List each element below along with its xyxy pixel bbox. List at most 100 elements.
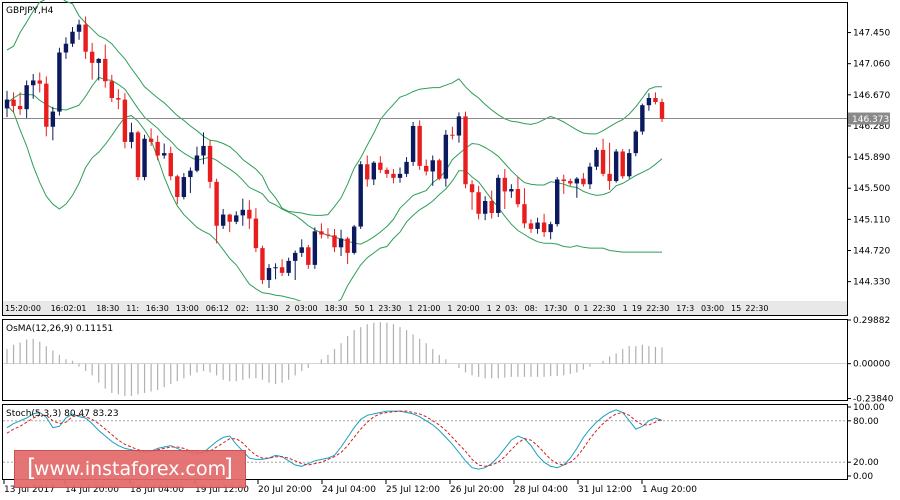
stoch-panel-frame — [2, 404, 848, 480]
candle-bull — [273, 267, 278, 269]
candle-bull — [188, 170, 193, 178]
session-time-label: 2 — [285, 304, 290, 313]
candle-bear — [168, 153, 173, 177]
candle-bull — [129, 132, 134, 142]
candle-bull — [443, 134, 449, 179]
candle-bull — [594, 149, 599, 167]
candle-bull — [24, 85, 29, 110]
candle-bear — [522, 204, 527, 224]
candle-bear — [116, 98, 121, 100]
session-time-label: 18:30 — [325, 304, 348, 313]
time-axis-label: 28 Jul 04:00 — [514, 485, 568, 495]
candle-bull — [286, 260, 291, 273]
time-axis-label: 20 Jul 20:00 — [258, 485, 312, 495]
candle-bear — [463, 116, 468, 185]
time-axis-label: 31 Jul 12:00 — [578, 485, 632, 495]
candle-bull — [430, 160, 435, 172]
candle-bull — [63, 43, 69, 53]
session-time-label: 18:30 — [96, 304, 119, 313]
candle-bear — [227, 214, 232, 222]
stoch-axis-label: 20.00 — [853, 458, 879, 468]
candle-bull — [358, 164, 363, 227]
time-axis-label: 26 Jul 20:00 — [450, 485, 504, 495]
watermark-text: www.instaforex.com — [33, 458, 227, 480]
session-time-label: 1 — [623, 304, 628, 313]
price-axis: 147.450 147.060 146.670 146.280 145.890 145.5… — [847, 29, 890, 288]
time-axis-label: 24 Jul 04:00 — [322, 485, 376, 495]
candle-bull — [220, 214, 226, 226]
time-axis-label: 14 Jul 20:00 — [65, 485, 119, 495]
bollinger-upper-band — [6, 0, 662, 216]
session-time-label: 15 — [731, 304, 741, 313]
session-time-label: 2 — [496, 304, 501, 313]
session-time-label: 16:02:01 — [51, 304, 87, 313]
candle-bear — [437, 160, 442, 179]
candle-bull — [240, 209, 245, 216]
time-axis: 13 Jul 2017 14 Jul 20:00 18 Jul 04:00 19 Ju… — [3, 480, 697, 495]
bollinger-middle-band — [6, 76, 663, 245]
candle-bull — [201, 145, 206, 156]
candle-bull — [640, 105, 645, 132]
candle-bull — [482, 201, 488, 214]
candle-bear — [502, 177, 507, 192]
watermark-bracket-open: [ — [27, 454, 37, 482]
price-axis-label: 146.280 — [853, 122, 890, 132]
watermark-bracket-close: ] — [223, 454, 233, 482]
candle-bear — [122, 99, 128, 142]
price-axis-label: 144.720 — [853, 247, 890, 257]
candle-bear — [581, 178, 586, 185]
candle-bear — [17, 105, 23, 110]
candle-bear — [541, 222, 547, 233]
candle-bull — [70, 31, 75, 44]
candle-bull — [410, 125, 416, 162]
candle-bull — [266, 268, 272, 281]
candle-bear — [306, 247, 311, 265]
osma-histogram — [3, 322, 847, 396]
stoch-axis-label: 100.00 — [853, 403, 885, 413]
candle-bear — [207, 145, 213, 182]
candle-bear — [260, 248, 265, 281]
osma-panel-frame — [2, 319, 848, 401]
candle-bull — [548, 224, 553, 233]
session-time-label: 17:3 — [676, 304, 694, 313]
session-time-label: 22:30 — [745, 304, 768, 313]
session-time-label: 17:30 — [544, 304, 567, 313]
candle-bear — [37, 80, 42, 84]
session-time-label: 1 — [487, 304, 492, 313]
candle-bull — [456, 116, 462, 136]
candle-bear — [600, 149, 606, 174]
candle-bear — [253, 218, 259, 249]
candle-bear — [561, 179, 566, 182]
session-time-label: 1 — [369, 304, 374, 313]
candle-bull — [574, 178, 580, 184]
candle-bull — [496, 177, 501, 213]
session-time-strip: 15:20:00 16:02:01 18:30 11: 16:30 13:00 06:12 0… — [3, 301, 847, 315]
session-time-label: 22:30 — [646, 304, 669, 313]
session-time-label: 11:30 — [255, 304, 278, 313]
candle-bear — [620, 151, 625, 177]
osma-axis-label: 0.29882 — [853, 316, 890, 326]
current-price-label: 146.373 — [852, 115, 889, 125]
price-panel-frame — [2, 2, 848, 316]
candle-bear — [659, 102, 665, 119]
candle-bear — [214, 181, 219, 226]
candle-bear — [378, 162, 383, 170]
session-strip-bg — [3, 301, 847, 315]
time-axis-label: 1 Aug 20:00 — [642, 485, 697, 495]
candle-bear — [653, 98, 658, 102]
candle-bear — [148, 138, 154, 142]
session-time-label: 22:30 — [593, 304, 616, 313]
price-axis-label: 147.450 — [853, 29, 890, 39]
candle-bear — [332, 235, 337, 248]
candle-bull — [50, 111, 56, 127]
candle-bull — [627, 153, 632, 177]
session-time-label: 20:00 — [457, 304, 480, 313]
candle-bear — [476, 192, 481, 214]
price-chart-title: GBPJPY,H4 — [6, 6, 54, 16]
current-price-label-bg — [848, 112, 890, 125]
candle-bull — [397, 173, 403, 178]
session-time-label: 21:00 — [417, 304, 440, 313]
candle-bear — [325, 234, 331, 236]
candle-bull — [162, 153, 167, 156]
